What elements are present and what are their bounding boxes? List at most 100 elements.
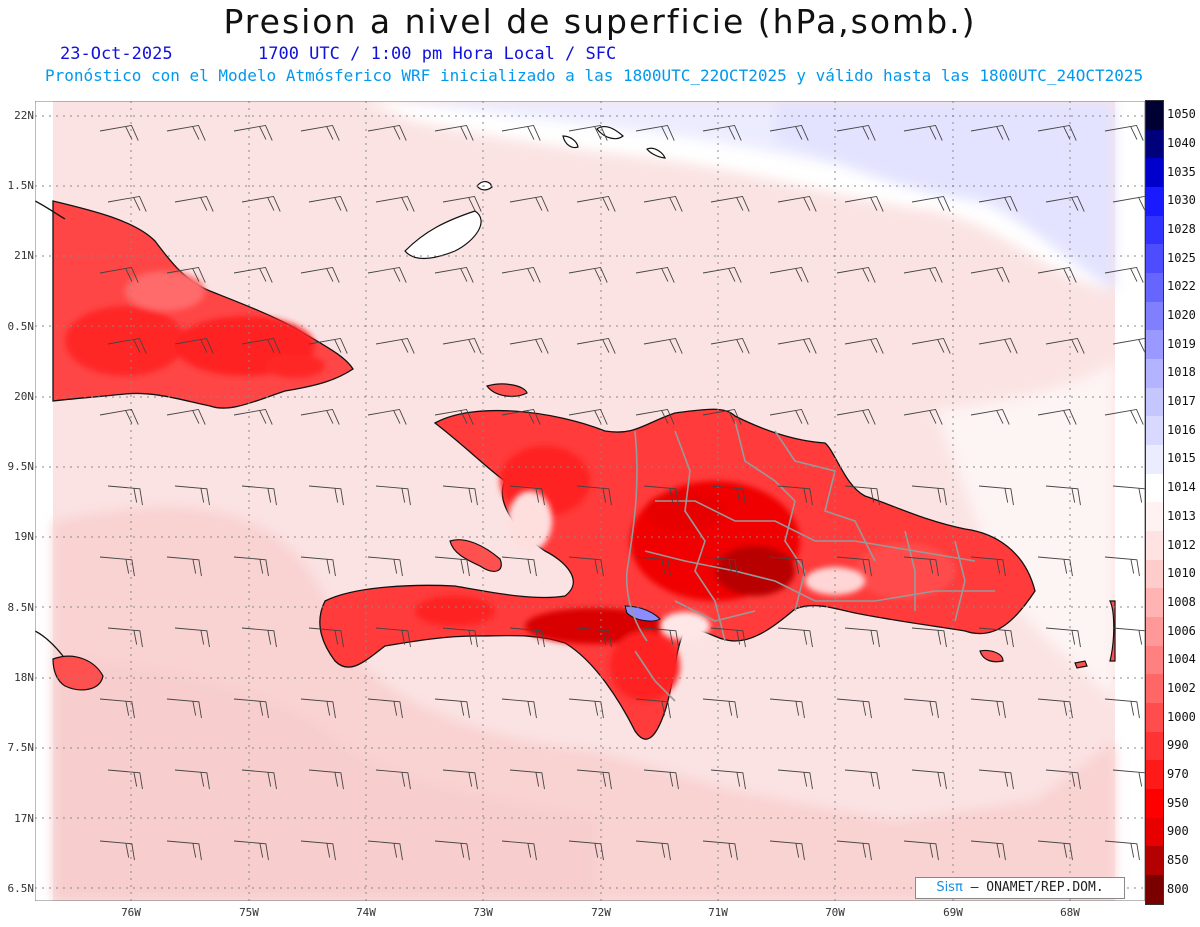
wind-barb — [509, 627, 545, 648]
colorbar-swatch — [1146, 817, 1163, 847]
wind-barb — [777, 485, 813, 506]
wind-barb — [375, 485, 411, 506]
wind-barb — [233, 698, 269, 719]
wind-barb — [836, 408, 876, 425]
wind-barb — [166, 124, 206, 141]
wind-barb — [308, 627, 344, 648]
wind-barb — [367, 124, 407, 141]
wind-barb — [777, 195, 817, 212]
wind-barb — [1037, 556, 1073, 577]
wind-barb — [643, 337, 683, 354]
colorbar-label: 1012 — [1167, 537, 1196, 552]
wind-barb — [233, 840, 269, 861]
colorbar-label: 1050 — [1167, 107, 1196, 122]
colorbar-swatch — [1146, 359, 1163, 388]
wind-barb — [568, 840, 604, 861]
wind-barb — [1104, 556, 1140, 577]
wind-barb — [1104, 698, 1140, 719]
colorbar-label: 1016 — [1167, 422, 1196, 437]
wind-barb — [434, 266, 474, 283]
wind-barb — [836, 124, 876, 141]
wind-barb — [769, 840, 805, 861]
wind-barb — [509, 337, 549, 354]
wind-barb — [367, 408, 407, 425]
wind-barb — [442, 337, 482, 354]
lon-label: 72W — [591, 906, 611, 919]
pressure-colorbar — [1145, 100, 1164, 905]
colorbar-label: 1025 — [1167, 250, 1196, 265]
wind-barb — [1037, 408, 1077, 425]
wind-barb — [308, 195, 348, 212]
pressure-map — [35, 101, 1145, 901]
wind-barb — [911, 485, 947, 506]
wind-barb — [300, 124, 340, 141]
colorbar-label: 990 — [1167, 738, 1189, 753]
wind-barb — [710, 769, 746, 790]
colorbar-swatch — [1146, 760, 1163, 790]
colorbar-swatch — [1146, 187, 1163, 216]
wind-barb — [174, 769, 210, 790]
wind-barb — [702, 840, 738, 861]
wind-barb — [978, 627, 1014, 648]
wind-barb — [710, 627, 746, 648]
model-info: Pronóstico con el Modelo Atmósferico WRF… — [45, 66, 1144, 85]
hispaniola-landmass — [319, 408, 1036, 740]
wind-barb — [99, 266, 139, 283]
wind-barb — [903, 698, 939, 719]
lon-label: 71W — [708, 906, 728, 919]
wind-barb — [836, 266, 876, 283]
lat-label: 22N — [14, 109, 34, 122]
bahamas-islands — [404, 125, 666, 260]
colorbar-label: 1028 — [1167, 222, 1196, 237]
colorbar-label: 950 — [1167, 795, 1189, 810]
wind-barb — [978, 337, 1018, 354]
wind-barb — [844, 195, 884, 212]
colorbar-label: 1018 — [1167, 365, 1196, 380]
wind-barb — [300, 698, 336, 719]
wind-barb — [1037, 840, 1073, 861]
wind-barb — [308, 337, 348, 354]
lat-label: 18N — [14, 671, 34, 684]
lat-label: 1.5N — [7, 179, 35, 192]
wind-barb — [844, 337, 884, 354]
credit-box: Sisπ – ONAMET/REP.DOM. — [915, 877, 1125, 899]
wind-barb — [1045, 627, 1081, 648]
colorbar-label: 1008 — [1167, 594, 1196, 609]
wind-barb — [903, 266, 943, 283]
wind-barb — [375, 195, 415, 212]
wind-barb — [434, 556, 470, 577]
wind-barb — [576, 769, 612, 790]
wind-barb — [769, 556, 805, 577]
wind-barb — [174, 195, 214, 212]
colorbar-swatch — [1146, 301, 1163, 331]
colorbar-label: 1022 — [1167, 279, 1196, 294]
wind-barb — [769, 266, 809, 283]
lat-label: 21N — [14, 249, 34, 262]
colorbar-swatch — [1146, 445, 1163, 474]
colorbar-label: 1020 — [1167, 308, 1196, 323]
wind-barb — [174, 337, 214, 354]
wind-barb — [710, 195, 750, 212]
wind-barb — [769, 408, 809, 425]
colorbar-swatch — [1146, 129, 1163, 159]
colorbar-swatch — [1146, 617, 1163, 646]
wind-barb — [702, 698, 738, 719]
wind-barb — [643, 627, 679, 648]
colorbar-label: 1006 — [1167, 623, 1196, 638]
colorbar-label: 1014 — [1167, 480, 1196, 495]
wind-barb — [233, 124, 273, 141]
wind-barb — [643, 485, 679, 506]
colorbar-swatch — [1146, 244, 1163, 274]
wind-barb — [509, 195, 549, 212]
colorbar-label: 1019 — [1167, 336, 1196, 351]
colorbar-swatch — [1146, 101, 1163, 130]
colorbar-label: 1010 — [1167, 566, 1196, 581]
wind-barb — [635, 266, 675, 283]
wind-barb — [710, 337, 750, 354]
wind-barb — [166, 556, 202, 577]
wind-barb — [501, 124, 541, 141]
wind-barb — [241, 485, 277, 506]
wind-barb — [300, 556, 336, 577]
lon-label: 68W — [1060, 906, 1080, 919]
sispi-logo: Sisπ — [936, 880, 963, 895]
